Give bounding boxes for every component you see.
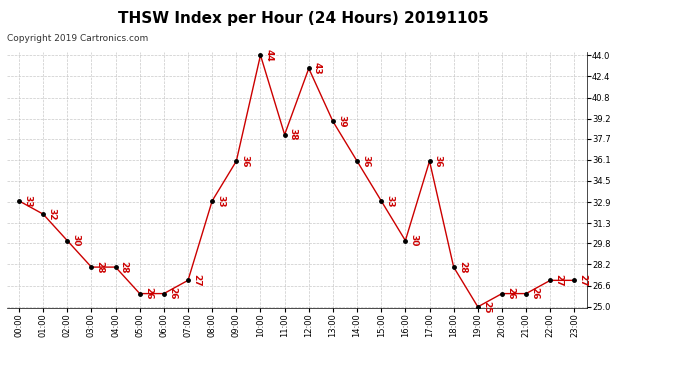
Text: 38: 38 <box>289 128 298 141</box>
Text: 36: 36 <box>434 155 443 167</box>
Text: 33: 33 <box>217 195 226 207</box>
Text: 27: 27 <box>579 274 588 286</box>
Text: 33: 33 <box>23 195 32 207</box>
Text: 36: 36 <box>241 155 250 167</box>
Text: THSW Index per Hour (24 Hours) 20191105: THSW Index per Hour (24 Hours) 20191105 <box>118 11 489 26</box>
Text: 26: 26 <box>531 287 540 300</box>
Text: 30: 30 <box>410 234 419 247</box>
Text: 28: 28 <box>458 261 467 273</box>
Text: 27: 27 <box>555 274 564 286</box>
Text: 28: 28 <box>96 261 105 273</box>
Text: 33: 33 <box>386 195 395 207</box>
Text: 28: 28 <box>120 261 129 273</box>
Text: 26: 26 <box>144 287 153 300</box>
Text: 30: 30 <box>72 234 81 247</box>
Text: Copyright 2019 Cartronics.com: Copyright 2019 Cartronics.com <box>7 34 148 43</box>
Text: 36: 36 <box>362 155 371 167</box>
Text: 44: 44 <box>265 49 274 62</box>
Text: 26: 26 <box>168 287 177 300</box>
Text: 25: 25 <box>482 301 491 313</box>
Text: 26: 26 <box>506 287 515 300</box>
Text: THSW  (°F): THSW (°F) <box>589 40 642 50</box>
Text: 39: 39 <box>337 115 346 128</box>
Text: 27: 27 <box>193 274 201 286</box>
Text: 32: 32 <box>48 208 57 220</box>
Text: 43: 43 <box>313 62 322 75</box>
